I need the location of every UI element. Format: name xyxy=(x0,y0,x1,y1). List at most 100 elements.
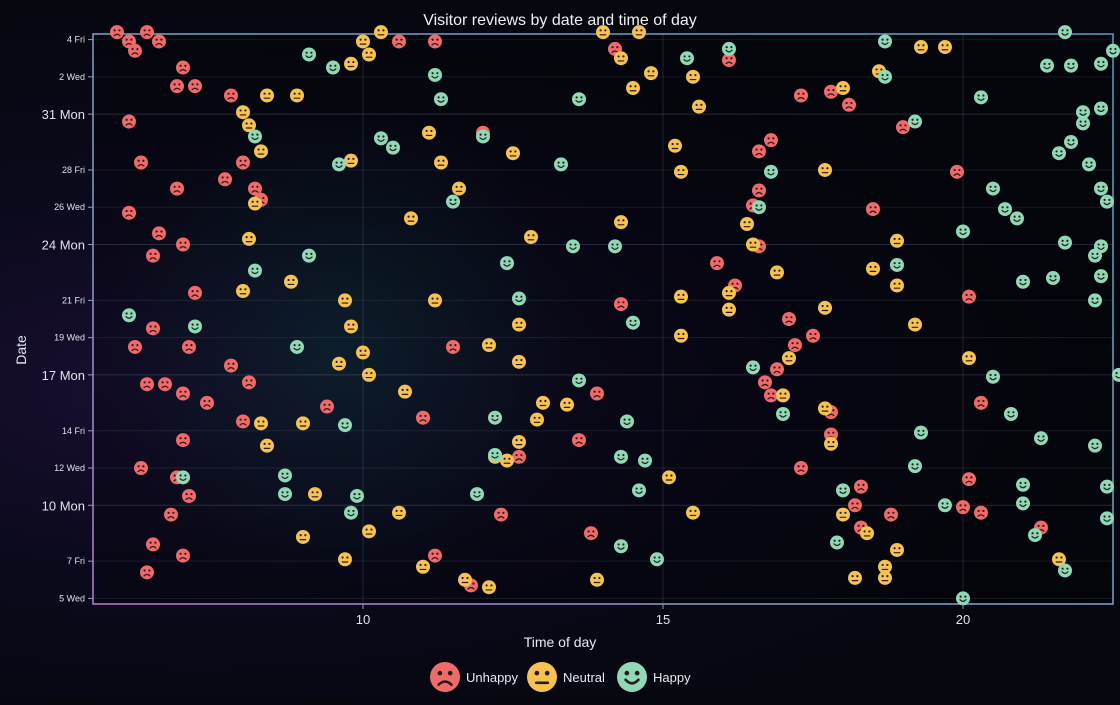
data-point-neutral xyxy=(434,155,448,170)
data-point-neutral xyxy=(362,524,376,539)
y-tick-label: 24 Mon xyxy=(42,237,85,252)
data-point-unhappy xyxy=(224,358,238,373)
data-point-unhappy xyxy=(446,339,460,354)
data-point-neutral xyxy=(338,293,352,308)
data-point-neutral xyxy=(560,397,574,412)
data-point-happy xyxy=(176,470,190,485)
data-point-happy xyxy=(608,239,622,254)
data-point-unhappy xyxy=(866,202,880,217)
data-point-neutral xyxy=(866,261,880,276)
data-point-happy xyxy=(122,308,136,323)
data-point-neutral xyxy=(458,572,472,587)
y-tick-label: 12 Wed xyxy=(54,463,85,473)
data-point-happy xyxy=(908,114,922,129)
data-point-neutral xyxy=(404,211,418,226)
data-point-happy xyxy=(488,410,502,425)
data-point-unhappy xyxy=(134,461,148,476)
data-point-happy xyxy=(1088,438,1102,453)
data-point-neutral xyxy=(908,317,922,332)
legend-label: Happy xyxy=(653,670,691,685)
data-point-unhappy xyxy=(236,414,250,429)
data-point-unhappy xyxy=(134,155,148,170)
data-point-happy xyxy=(1016,477,1030,492)
data-point-happy xyxy=(512,291,526,306)
data-point-neutral xyxy=(242,118,256,133)
data-point-neutral xyxy=(770,265,784,280)
data-point-neutral xyxy=(746,237,760,252)
data-point-happy xyxy=(638,453,652,468)
data-point-neutral xyxy=(422,125,436,140)
y-tick-label: 4 Fri xyxy=(67,35,85,45)
data-point-neutral xyxy=(512,317,526,332)
data-point-happy xyxy=(956,224,970,239)
data-point-happy xyxy=(1094,101,1108,116)
data-point-neutral xyxy=(890,233,904,248)
data-point-happy xyxy=(1058,25,1072,40)
data-point-neutral xyxy=(398,384,412,399)
x-tick-label: 15 xyxy=(656,612,670,627)
data-point-happy xyxy=(290,339,304,354)
data-point-happy xyxy=(344,505,358,520)
data-point-happy xyxy=(434,92,448,107)
data-point-happy xyxy=(476,129,490,144)
data-point-happy xyxy=(1100,479,1114,494)
data-point-neutral xyxy=(1052,552,1066,567)
data-point-neutral xyxy=(860,526,874,541)
data-point-happy xyxy=(620,414,634,429)
data-point-unhappy xyxy=(152,226,166,241)
data-point-happy xyxy=(1016,274,1030,289)
x-tick-label: 10 xyxy=(356,612,370,627)
data-point-unhappy xyxy=(392,34,406,49)
data-point-unhappy xyxy=(974,505,988,520)
data-point-neutral xyxy=(374,25,388,40)
data-point-neutral xyxy=(356,34,370,49)
data-point-unhappy xyxy=(218,172,232,187)
y-tick-label: 10 Mon xyxy=(42,498,85,513)
data-point-happy xyxy=(1064,58,1078,73)
y-tick-label: 28 Fri xyxy=(62,165,85,175)
data-point-happy xyxy=(1082,157,1096,172)
data-point-unhappy xyxy=(158,377,172,392)
data-point-neutral xyxy=(416,559,430,574)
data-point-happy xyxy=(836,483,850,498)
data-point-happy xyxy=(1076,116,1090,131)
data-point-neutral xyxy=(284,274,298,289)
data-point-unhappy xyxy=(248,181,262,196)
data-point-neutral xyxy=(722,302,736,317)
data-point-neutral xyxy=(428,293,442,308)
data-point-unhappy xyxy=(584,526,598,541)
data-point-happy xyxy=(1094,181,1108,196)
data-point-happy xyxy=(764,164,778,179)
data-point-neutral xyxy=(878,559,892,574)
data-point-happy xyxy=(650,552,664,567)
data-point-neutral xyxy=(344,319,358,334)
data-point-unhappy xyxy=(122,114,136,129)
data-point-happy xyxy=(446,194,460,209)
data-point-happy xyxy=(986,181,1000,196)
data-point-happy xyxy=(938,498,952,513)
data-point-happy xyxy=(908,459,922,474)
data-point-happy xyxy=(1010,211,1024,226)
data-point-neutral xyxy=(296,416,310,431)
data-point-unhappy xyxy=(842,97,856,112)
data-point-unhappy xyxy=(188,79,202,94)
chart-title: Visitor reviews by date and time of day xyxy=(423,12,697,29)
data-point-happy xyxy=(1112,367,1120,382)
data-point-happy xyxy=(374,131,388,146)
data-point-neutral xyxy=(254,144,268,159)
data-point-neutral xyxy=(836,507,850,522)
y-tick-label: 21 Fri xyxy=(62,295,85,305)
data-point-happy xyxy=(830,535,844,550)
data-point-happy xyxy=(680,51,694,66)
data-point-unhappy xyxy=(416,410,430,425)
data-point-happy xyxy=(1100,194,1114,209)
data-point-unhappy xyxy=(854,479,868,494)
data-point-unhappy xyxy=(236,155,250,170)
data-point-happy xyxy=(746,360,760,375)
data-point-neutral xyxy=(500,453,514,468)
data-point-happy xyxy=(614,539,628,554)
y-tick-label: 26 Wed xyxy=(54,202,85,212)
data-point-happy xyxy=(890,257,904,272)
data-point-neutral xyxy=(662,470,676,485)
data-point-neutral xyxy=(356,345,370,360)
